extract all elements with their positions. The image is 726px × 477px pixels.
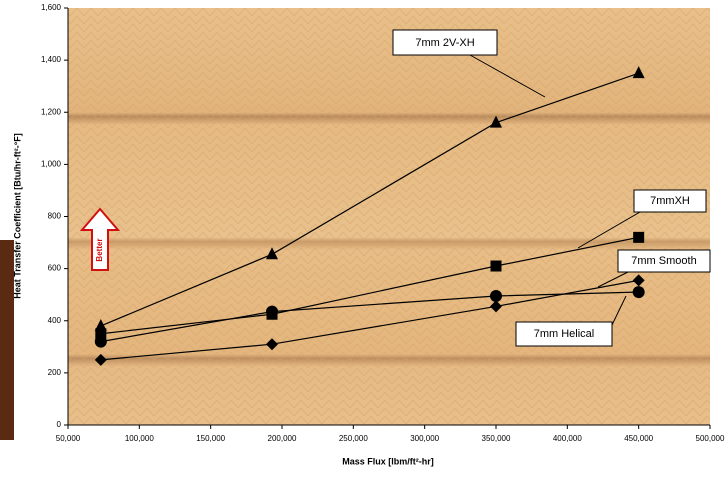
marker <box>491 261 502 272</box>
y-tick-label: 200 <box>48 368 62 377</box>
y-tick-label: 1,600 <box>41 3 62 12</box>
x-tick-label: 50,000 <box>56 434 81 443</box>
callout-text: 7mmXH <box>650 195 690 207</box>
x-tick-label: 300,000 <box>410 434 439 443</box>
y-axis-title: Heat Transfer Coefficient [Btu/hr-ft²-°F… <box>12 133 22 299</box>
marker <box>633 286 645 298</box>
y-tick-label: 1,400 <box>41 55 62 64</box>
marker <box>266 306 278 318</box>
x-tick-label: 500,000 <box>696 434 725 443</box>
x-tick-label: 100,000 <box>125 434 154 443</box>
y-tick-label: 400 <box>48 316 62 325</box>
x-tick-label: 350,000 <box>482 434 511 443</box>
y-tick-label: 1,200 <box>41 107 62 116</box>
marker <box>633 232 644 243</box>
x-tick-label: 400,000 <box>553 434 582 443</box>
x-tick-label: 250,000 <box>339 434 368 443</box>
x-tick-label: 200,000 <box>268 434 297 443</box>
y-tick-label: 800 <box>48 212 62 221</box>
marker <box>490 290 502 302</box>
callout-text: 7mm Smooth <box>631 255 696 267</box>
x-tick-label: 150,000 <box>196 434 225 443</box>
y-tick-label: 600 <box>48 264 62 273</box>
x-axis-title: Mass Flux [lbm/ft²-hr] <box>342 456 434 466</box>
x-tick-label: 450,000 <box>624 434 653 443</box>
callout-text: 7mm Helical <box>534 328 595 340</box>
chart: 0 200 400 600 800 1,000 1,200 1,400 1,600 50,000 1… <box>0 0 726 472</box>
better-label: Better <box>95 238 104 261</box>
y-tick-label: 0 <box>57 420 62 429</box>
marker <box>95 336 107 348</box>
y-tick-label: 1,000 <box>41 159 62 168</box>
callout-text: 7mm 2V-XH <box>415 37 474 49</box>
wood-grain <box>68 8 710 425</box>
